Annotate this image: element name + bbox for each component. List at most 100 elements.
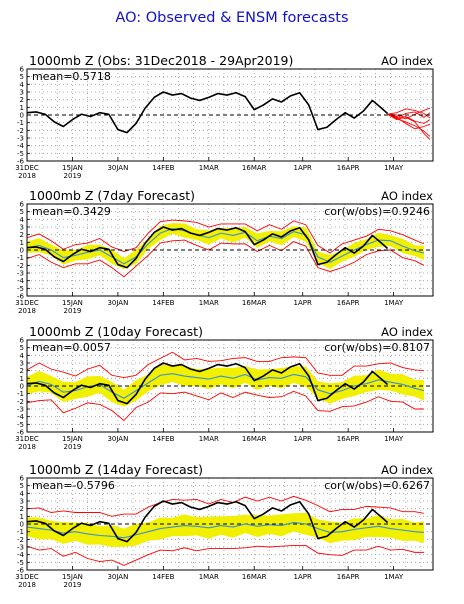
y-tick-label: -5 bbox=[17, 559, 24, 567]
mean-label: mean=0.3429 bbox=[32, 205, 111, 218]
x-tick-year-label: 2019 bbox=[64, 443, 82, 451]
x-tick-label: 30JAN bbox=[107, 435, 128, 443]
y-tick-label: 2 bbox=[20, 96, 24, 104]
plot-area bbox=[27, 340, 433, 432]
y-tick-label: -2 bbox=[17, 262, 24, 270]
spread-band bbox=[27, 223, 424, 270]
x-tick-label: 31DEC bbox=[15, 164, 39, 172]
correlation-label: cor(w/obs)=0.8107 bbox=[324, 341, 430, 354]
y-tick-label: 1 bbox=[20, 104, 24, 112]
index-label: AO index bbox=[381, 463, 433, 477]
panel-title: 1000mb Z (7day Forecast) bbox=[29, 188, 195, 203]
y-tick-label: 0 bbox=[20, 383, 24, 391]
panel-title: 1000mb Z (Obs: 31Dec2018 - 29Apr2019) bbox=[29, 53, 293, 68]
plot-area bbox=[27, 478, 433, 570]
member-line-1 bbox=[27, 495, 424, 517]
y-tick-label: 0 bbox=[20, 521, 24, 529]
observed-line bbox=[27, 226, 389, 269]
y-tick-label: -6 bbox=[17, 158, 25, 166]
chart-panel-4: 1000mb Z (14day Forecast) AO index mean=-0… bbox=[15, 462, 434, 589]
y-tick-label: 1 bbox=[20, 239, 24, 247]
x-tick-label: 14FEB bbox=[152, 299, 174, 307]
x-tick-year-label: 2018 bbox=[18, 581, 36, 589]
x-tick-label: 15JAN bbox=[62, 435, 83, 443]
spread-band bbox=[27, 512, 424, 547]
y-tick-label: -4 bbox=[17, 413, 25, 421]
x-tick-label: 1MAY bbox=[384, 573, 404, 581]
x-tick-label: 1APR bbox=[294, 299, 312, 307]
x-tick-year-label: 2018 bbox=[18, 172, 36, 180]
y-tick-label: -2 bbox=[17, 127, 24, 135]
member-line-7 bbox=[387, 111, 431, 119]
plot-area bbox=[27, 204, 433, 296]
x-tick-label: 30JAN bbox=[107, 164, 128, 172]
chart-panel-1: 1000mb Z (Obs: 31Dec2018 - 29Apr2019) AO … bbox=[15, 53, 434, 180]
y-tick-label: 5 bbox=[20, 344, 24, 352]
y-tick-label: 4 bbox=[20, 490, 25, 498]
member-line-1 bbox=[27, 219, 425, 254]
x-tick-label: 30JAN bbox=[107, 573, 128, 581]
member-line-3 bbox=[387, 113, 431, 130]
member-line-1 bbox=[27, 351, 424, 379]
index-label: AO index bbox=[381, 325, 433, 339]
x-tick-year-label: 2019 bbox=[64, 307, 82, 315]
panel-title: 1000mb Z (10day Forecast) bbox=[29, 324, 203, 339]
y-tick-label: 1 bbox=[20, 375, 24, 383]
y-tick-label: -6 bbox=[17, 429, 25, 437]
x-tick-year-label: 2019 bbox=[64, 172, 82, 180]
y-tick-label: 2 bbox=[20, 367, 24, 375]
y-tick-label: 5 bbox=[20, 208, 24, 216]
y-tick-label: 4 bbox=[20, 352, 25, 360]
y-tick-label: 2 bbox=[20, 505, 24, 513]
ensemble-mean-line bbox=[27, 521, 424, 539]
x-tick-year-label: 2018 bbox=[18, 443, 36, 451]
y-tick-label: -3 bbox=[17, 135, 24, 143]
x-tick-label: 16APR bbox=[337, 164, 360, 172]
x-tick-label: 1MAR bbox=[199, 299, 219, 307]
y-tick-label: -3 bbox=[17, 544, 24, 552]
y-tick-label: -1 bbox=[17, 119, 24, 127]
mean-label: mean=0.0057 bbox=[32, 341, 111, 354]
y-tick-label: -2 bbox=[17, 536, 24, 544]
index-label: AO index bbox=[381, 189, 433, 203]
y-tick-label: -5 bbox=[17, 421, 24, 429]
panels: 1000mb Z (Obs: 31Dec2018 - 29Apr2019) AO … bbox=[15, 53, 434, 589]
x-tick-label: 15JAN bbox=[62, 573, 83, 581]
x-tick-label: 31DEC bbox=[15, 435, 39, 443]
x-tick-label: 16MAR bbox=[242, 435, 267, 443]
y-tick-label: -4 bbox=[17, 142, 25, 150]
y-tick-label: 1 bbox=[20, 513, 24, 521]
plot-area bbox=[27, 69, 433, 161]
x-tick-label: 16APR bbox=[337, 573, 360, 581]
x-tick-label: 1MAY bbox=[384, 435, 404, 443]
y-tick-label: -1 bbox=[17, 390, 24, 398]
y-tick-label: 6 bbox=[20, 475, 25, 483]
x-tick-label: 1MAR bbox=[199, 435, 219, 443]
y-tick-label: 3 bbox=[20, 224, 24, 232]
x-tick-label: 1MAR bbox=[199, 164, 219, 172]
x-tick-label: 14FEB bbox=[152, 164, 174, 172]
y-tick-label: 3 bbox=[20, 498, 24, 506]
x-tick-label: 14FEB bbox=[152, 435, 174, 443]
observed-line bbox=[27, 500, 389, 543]
x-tick-label: 16MAR bbox=[242, 299, 267, 307]
member-line-2 bbox=[387, 107, 431, 120]
y-tick-label: 3 bbox=[20, 360, 24, 368]
x-tick-label: 1APR bbox=[294, 164, 312, 172]
x-tick-label: 15JAN bbox=[62, 299, 83, 307]
member-line-5 bbox=[387, 113, 431, 124]
x-tick-label: 1MAR bbox=[199, 573, 219, 581]
y-tick-label: 3 bbox=[20, 89, 24, 97]
y-tick-label: 6 bbox=[20, 201, 25, 209]
member-line-2 bbox=[27, 390, 424, 422]
y-tick-label: 0 bbox=[20, 247, 24, 255]
y-tick-label: 6 bbox=[20, 66, 25, 74]
y-tick-label: -3 bbox=[17, 406, 24, 414]
y-tick-label: -1 bbox=[17, 528, 24, 536]
observed-line bbox=[27, 91, 389, 134]
mean-label: mean=0.5718 bbox=[32, 70, 111, 83]
x-tick-year-label: 2019 bbox=[64, 581, 82, 589]
x-tick-label: 1APR bbox=[294, 573, 312, 581]
y-tick-label: -4 bbox=[17, 551, 25, 559]
